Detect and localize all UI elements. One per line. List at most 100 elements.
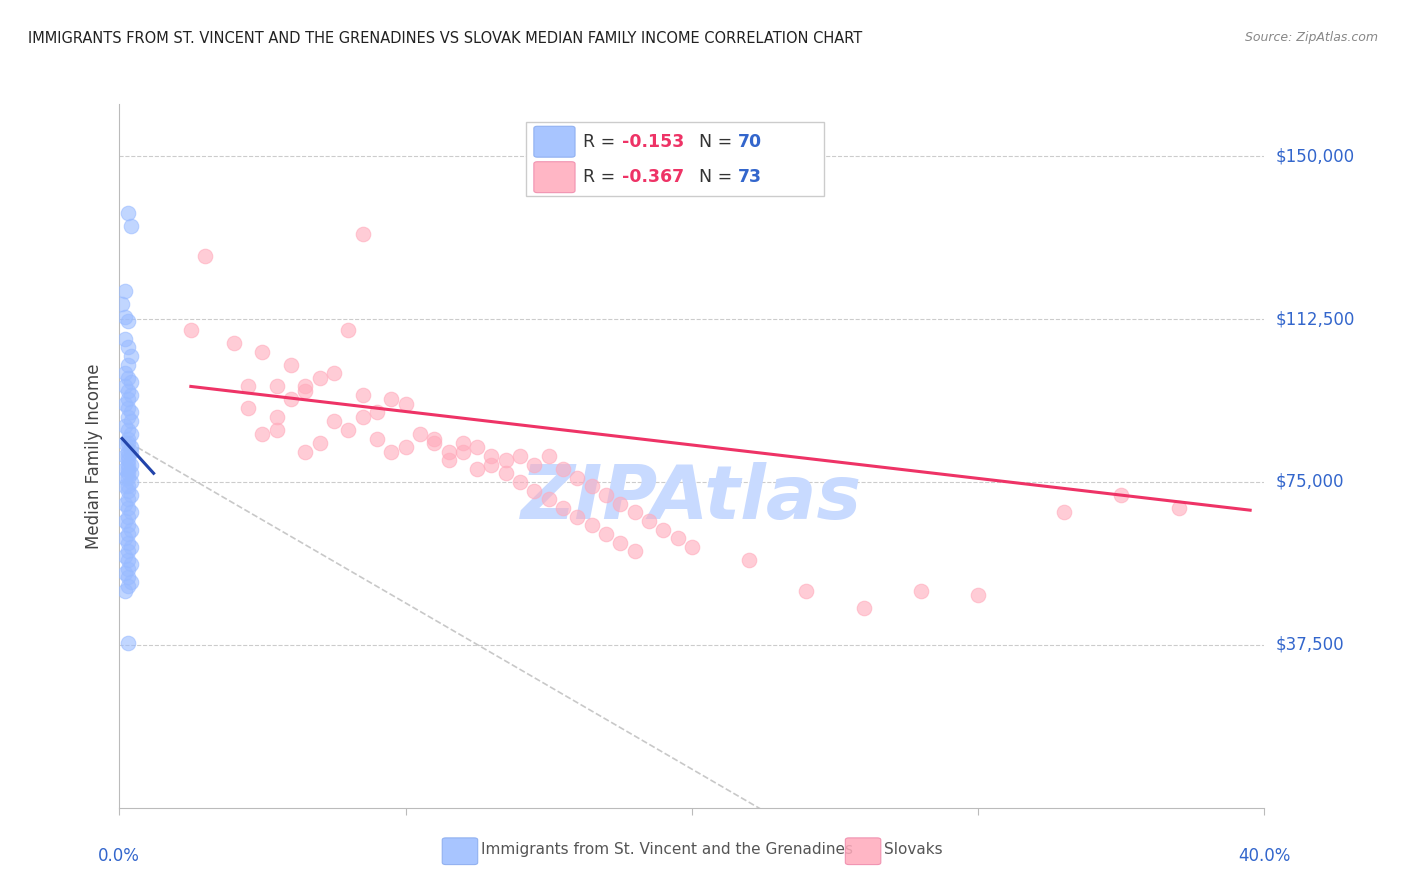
Point — [114, 470, 136, 484]
Point — [308, 436, 330, 450]
Text: R =: R = — [583, 133, 621, 151]
Point — [796, 583, 818, 598]
Point — [581, 518, 603, 533]
Point — [609, 497, 631, 511]
Point — [117, 509, 139, 524]
Point — [117, 544, 139, 558]
Point — [537, 492, 560, 507]
Point — [117, 470, 139, 484]
Point — [120, 458, 142, 472]
Point — [117, 401, 139, 416]
Point — [114, 436, 136, 450]
Point — [120, 388, 142, 402]
Y-axis label: Median Family Income: Median Family Income — [86, 363, 103, 549]
Point — [294, 444, 316, 458]
Point — [409, 427, 432, 442]
Point — [117, 527, 139, 541]
Text: 0.0%: 0.0% — [98, 847, 141, 864]
Point — [380, 392, 402, 407]
Point — [117, 635, 139, 649]
Point — [117, 358, 139, 372]
Text: N =: N = — [689, 133, 738, 151]
FancyBboxPatch shape — [845, 838, 880, 864]
Text: -0.367: -0.367 — [621, 169, 685, 186]
Point — [117, 467, 139, 481]
Point — [623, 544, 645, 558]
Text: -0.153: -0.153 — [621, 133, 685, 151]
Text: ZIPAtlas: ZIPAtlas — [522, 462, 862, 534]
Point — [114, 479, 136, 493]
Point — [551, 501, 574, 516]
Point — [114, 532, 136, 546]
Text: 70: 70 — [738, 133, 762, 151]
Point — [120, 505, 142, 519]
Point — [423, 436, 446, 450]
Point — [551, 462, 574, 476]
Text: $150,000: $150,000 — [1275, 147, 1355, 165]
Point — [114, 418, 136, 433]
Point — [481, 449, 503, 463]
Point — [394, 397, 416, 411]
Point — [117, 570, 139, 584]
Point — [852, 600, 875, 615]
Point — [609, 535, 631, 549]
Text: R =: R = — [583, 169, 621, 186]
Point — [117, 423, 139, 437]
Point — [194, 249, 217, 263]
Point — [117, 314, 139, 328]
Point — [117, 432, 139, 446]
Point — [352, 388, 374, 402]
Point — [638, 514, 661, 528]
Point — [337, 423, 360, 437]
Point — [120, 440, 142, 454]
FancyBboxPatch shape — [526, 122, 824, 195]
Point — [308, 370, 330, 384]
Point — [681, 540, 703, 554]
Text: 73: 73 — [738, 169, 762, 186]
Point — [120, 405, 142, 419]
Point — [294, 384, 316, 398]
Point — [910, 583, 932, 598]
Point — [352, 227, 374, 242]
Point — [236, 379, 259, 393]
Point — [523, 483, 546, 498]
Point — [180, 323, 202, 337]
Point — [111, 297, 134, 311]
Point — [117, 483, 139, 498]
Point — [117, 458, 139, 472]
Point — [495, 467, 517, 481]
Point — [465, 462, 488, 476]
Point — [366, 405, 388, 419]
Text: IMMIGRANTS FROM ST. VINCENT AND THE GRENADINES VS SLOVAK MEDIAN FAMILY INCOME CO: IMMIGRANTS FROM ST. VINCENT AND THE GREN… — [28, 31, 862, 46]
Point — [117, 492, 139, 507]
Point — [252, 427, 274, 442]
Point — [236, 401, 259, 416]
Point — [120, 574, 142, 589]
Point — [117, 384, 139, 398]
Point — [252, 344, 274, 359]
Point — [1167, 501, 1189, 516]
Point — [423, 432, 446, 446]
Point — [222, 336, 245, 351]
Text: $75,000: $75,000 — [1275, 473, 1344, 491]
Point — [581, 479, 603, 493]
Point — [523, 458, 546, 472]
Point — [451, 436, 474, 450]
Point — [323, 367, 346, 381]
Point — [465, 440, 488, 454]
Point — [117, 535, 139, 549]
Point — [266, 379, 288, 393]
Point — [394, 440, 416, 454]
Point — [451, 444, 474, 458]
Point — [117, 449, 139, 463]
Point — [738, 553, 761, 567]
Point — [114, 449, 136, 463]
Point — [120, 414, 142, 428]
Point — [120, 444, 142, 458]
Point — [481, 458, 503, 472]
Point — [280, 358, 302, 372]
Point — [117, 453, 139, 467]
Point — [120, 523, 142, 537]
Point — [437, 453, 460, 467]
Point — [120, 488, 142, 502]
